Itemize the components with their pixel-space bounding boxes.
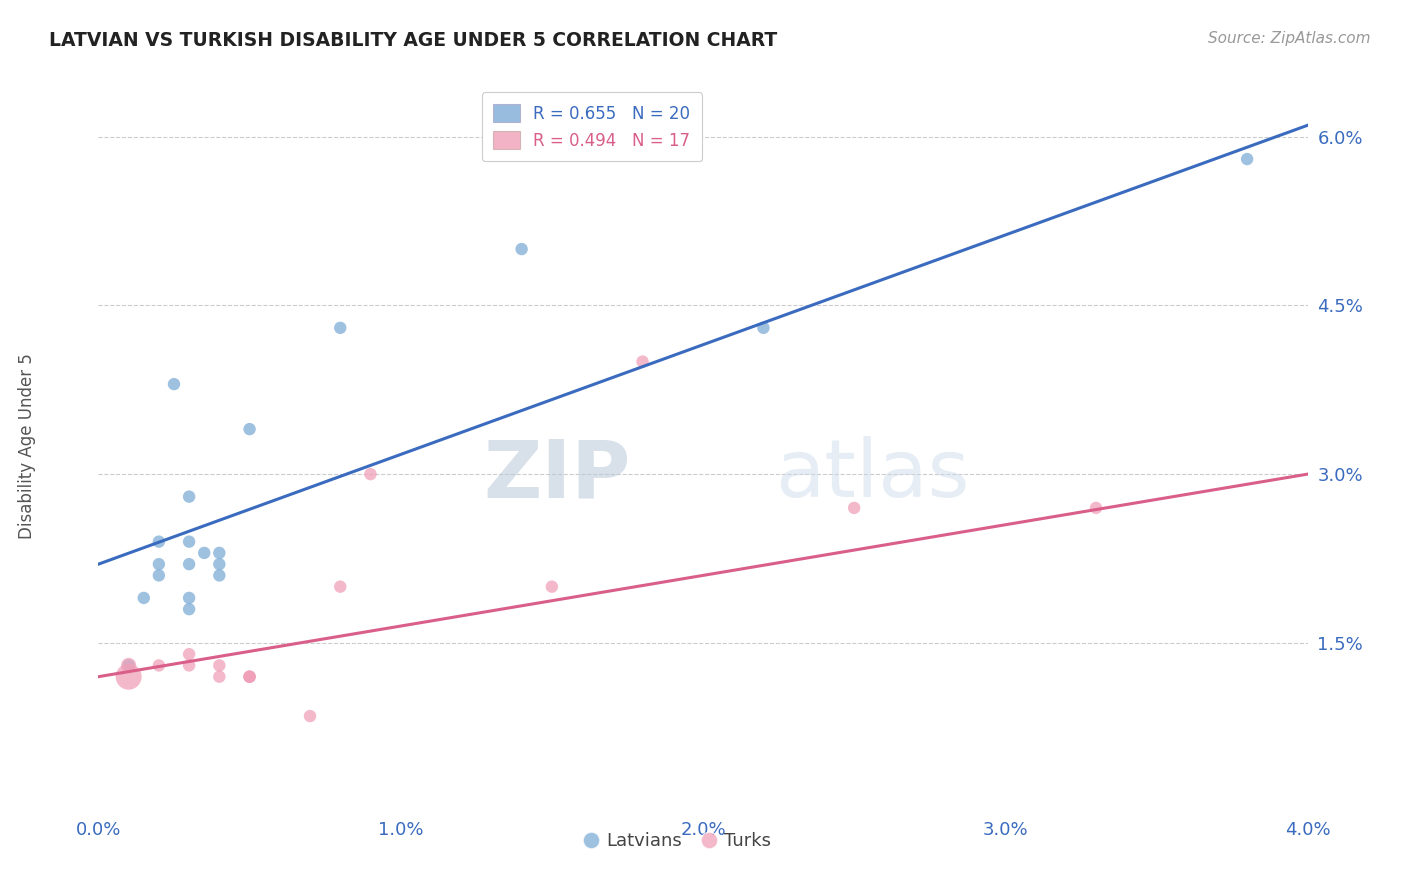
Point [239,670,262,684]
Point [239,670,262,684]
Point [148,568,170,582]
Point [752,321,775,335]
Point [179,534,201,549]
Point [132,591,155,605]
Legend: Latvians, Turks: Latvians, Turks [579,825,778,857]
Point [208,546,231,560]
Text: LATVIAN VS TURKISH DISABILITY AGE UNDER 5 CORRELATION CHART: LATVIAN VS TURKISH DISABILITY AGE UNDER … [49,31,778,50]
Point [208,658,231,673]
Point [148,557,170,571]
Point [540,580,562,594]
Point [208,670,231,684]
Point [179,658,201,673]
Point [208,568,231,582]
Point [631,354,654,368]
Point [510,242,533,256]
Y-axis label: Disability Age Under 5: Disability Age Under 5 [18,353,37,539]
Point [118,658,141,673]
Text: Source: ZipAtlas.com: Source: ZipAtlas.com [1208,31,1371,46]
Point [329,580,352,594]
Point [360,467,382,482]
Point [208,557,231,571]
Point [239,670,262,684]
Point [179,647,201,661]
Point [179,602,201,616]
Point [329,321,352,335]
Point [1085,500,1108,515]
Point [844,500,866,515]
Point [179,557,201,571]
Point [193,546,215,560]
Point [299,709,322,723]
Text: ZIP: ZIP [484,436,630,515]
Point [163,377,186,392]
Point [1236,152,1258,166]
Text: atlas: atlas [776,436,970,515]
Point [239,422,262,436]
Point [118,670,141,684]
Point [179,591,201,605]
Point [118,658,141,673]
Point [179,490,201,504]
Point [148,658,170,673]
Point [148,534,170,549]
